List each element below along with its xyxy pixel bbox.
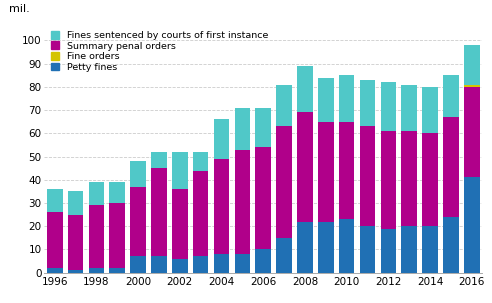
Bar xyxy=(464,45,480,85)
Bar xyxy=(47,189,62,212)
Bar xyxy=(339,75,354,122)
Bar xyxy=(193,256,209,273)
Bar xyxy=(68,270,83,273)
Bar xyxy=(422,133,438,226)
Bar xyxy=(360,80,375,126)
Bar xyxy=(235,150,250,254)
Bar xyxy=(380,131,396,228)
Bar xyxy=(401,131,417,226)
Bar xyxy=(214,119,229,159)
Bar xyxy=(360,226,375,273)
Bar xyxy=(47,212,62,268)
Bar xyxy=(151,256,167,273)
Bar xyxy=(193,171,209,256)
Bar xyxy=(130,256,146,273)
Bar xyxy=(193,152,209,171)
Bar xyxy=(172,259,187,273)
Bar xyxy=(151,168,167,256)
Bar xyxy=(318,78,334,122)
Bar xyxy=(297,221,313,273)
Bar xyxy=(235,108,250,150)
Bar xyxy=(172,189,187,259)
Bar xyxy=(380,82,396,131)
Bar xyxy=(109,203,125,268)
Bar xyxy=(109,268,125,273)
Bar xyxy=(130,161,146,187)
Bar xyxy=(276,85,292,126)
Bar xyxy=(297,66,313,112)
Bar xyxy=(255,147,271,249)
Bar xyxy=(464,87,480,178)
Bar xyxy=(130,187,146,256)
Text: mil.: mil. xyxy=(9,4,30,14)
Bar xyxy=(297,112,313,221)
Bar xyxy=(339,122,354,219)
Bar xyxy=(214,254,229,273)
Bar xyxy=(318,221,334,273)
Bar xyxy=(109,182,125,203)
Bar xyxy=(47,268,62,273)
Bar xyxy=(422,87,438,133)
Legend: Fines sentenced by courts of first instance, Summary penal orders, Fine orders, : Fines sentenced by courts of first insta… xyxy=(49,29,270,74)
Bar xyxy=(255,249,271,273)
Bar xyxy=(255,108,271,147)
Bar xyxy=(151,152,167,168)
Bar xyxy=(443,117,459,217)
Bar xyxy=(172,152,187,189)
Bar xyxy=(318,122,334,221)
Bar xyxy=(68,191,83,215)
Bar xyxy=(360,126,375,226)
Bar xyxy=(422,226,438,273)
Bar xyxy=(276,238,292,273)
Bar xyxy=(401,85,417,131)
Bar xyxy=(214,159,229,254)
Bar xyxy=(443,75,459,117)
Bar xyxy=(89,182,104,205)
Bar xyxy=(464,178,480,273)
Bar xyxy=(276,126,292,238)
Bar xyxy=(339,219,354,273)
Bar xyxy=(235,254,250,273)
Bar xyxy=(68,215,83,270)
Bar xyxy=(89,268,104,273)
Bar xyxy=(401,226,417,273)
Bar xyxy=(443,217,459,273)
Bar xyxy=(380,228,396,273)
Bar xyxy=(89,205,104,268)
Bar xyxy=(464,85,480,87)
